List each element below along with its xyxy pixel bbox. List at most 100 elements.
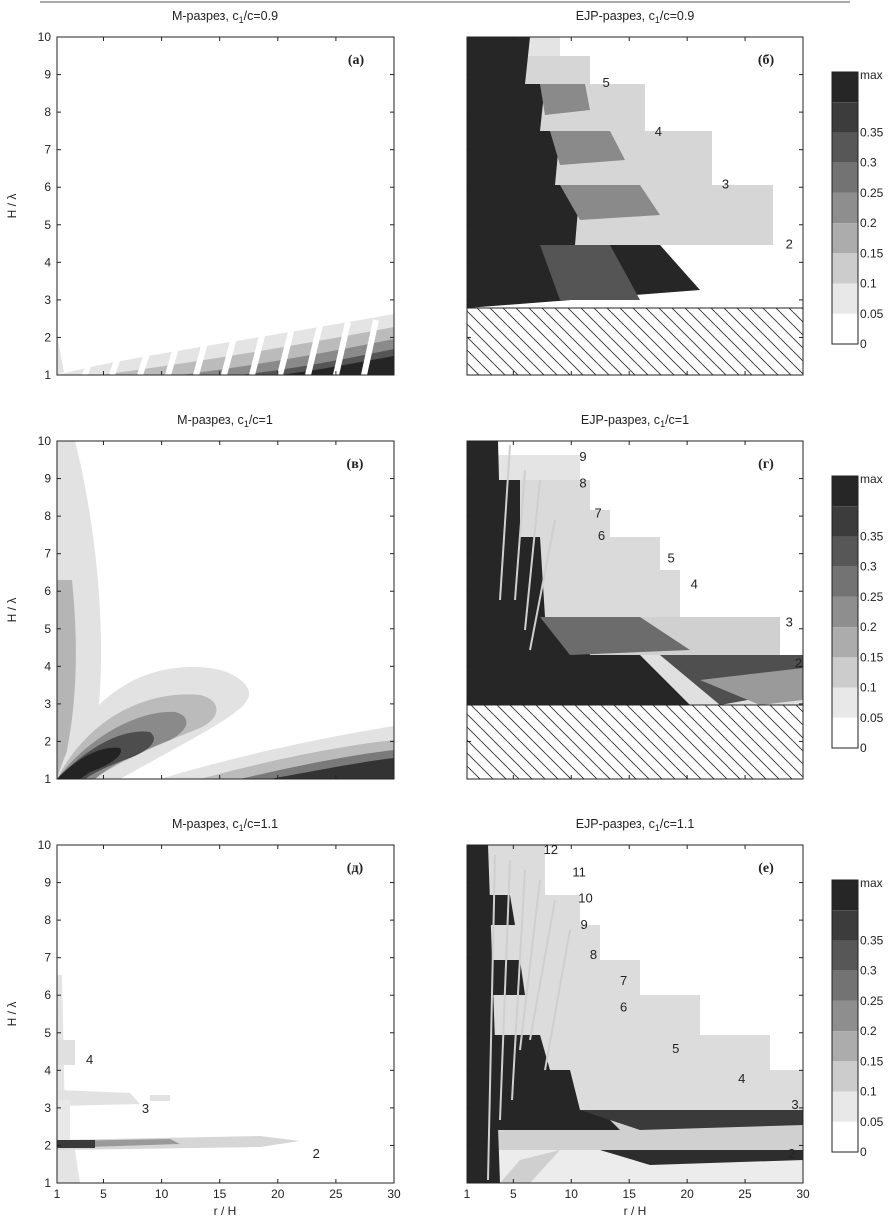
x-tick-label: 15 bbox=[623, 1187, 637, 1201]
colorbar-swatch bbox=[832, 72, 858, 103]
mode-label-4: 4 bbox=[86, 1052, 93, 1067]
mode-label-7: 7 bbox=[594, 505, 601, 520]
colorbar-label: 0 bbox=[860, 741, 867, 755]
panel-c-title: М-разрез, c1/c=1 bbox=[177, 413, 273, 429]
colorbar-2: max 0.35 0.3 0.25 0.2 0.15 0.1 0.05 0 bbox=[831, 472, 884, 755]
y-tick-label: 5 bbox=[44, 218, 51, 232]
mode-label-6: 6 bbox=[598, 528, 605, 543]
colorbar-label: max bbox=[860, 876, 883, 890]
panel-e-frame bbox=[56, 844, 395, 1184]
y-tick-label: 1 bbox=[44, 772, 51, 786]
colorbar-label: 0.3 bbox=[860, 560, 877, 574]
mode-label-11: 11 bbox=[572, 864, 586, 879]
panel-e-mode-labels: 4 3 2 bbox=[86, 1052, 320, 1161]
y-tick-label: 8 bbox=[44, 105, 51, 119]
y-tick-label: 7 bbox=[44, 547, 51, 561]
colorbar-label: max bbox=[860, 472, 883, 486]
y-tick-label: 3 bbox=[44, 1101, 51, 1115]
mode-label-8: 8 bbox=[590, 947, 597, 962]
panel-f-x-ticks: 1 5 10 15 20 25 30 bbox=[464, 845, 810, 1201]
x-tick-label: 1 bbox=[464, 1187, 471, 1201]
mode-label-3: 3 bbox=[786, 614, 793, 629]
mode-label-2: 2 bbox=[795, 656, 802, 671]
y-tick-label: 4 bbox=[44, 255, 51, 269]
colorbar-label: 0.1 bbox=[860, 681, 877, 695]
y-tick-label: 10 bbox=[38, 838, 52, 852]
panel-b: EJP-разрез, c1/c=0.9 (б) 5 4 3 2 bbox=[466, 9, 804, 376]
colorbar-label: 0.05 bbox=[860, 307, 884, 321]
colorbar-label: 0.15 bbox=[860, 246, 884, 260]
colorbar-swatch bbox=[832, 223, 858, 254]
colorbar-swatch bbox=[832, 253, 858, 284]
y-tick-label: 8 bbox=[44, 913, 51, 927]
colorbar-label: 0.15 bbox=[860, 650, 884, 664]
panel-c-y-ticks: 1 2 3 4 5 6 7 8 9 10 bbox=[38, 434, 394, 786]
mode-label-4: 4 bbox=[655, 124, 662, 139]
panel-f-label: (е) bbox=[758, 861, 774, 876]
panel-d-mode-labels: 9 87 6 5 4 3 2 bbox=[579, 449, 802, 671]
x-tick-label: 25 bbox=[738, 1187, 752, 1201]
mode-label-12: 12 bbox=[543, 842, 557, 857]
y-tick-label: 2 bbox=[44, 1138, 51, 1152]
y-tick-label: 9 bbox=[44, 472, 51, 486]
y-tick-label: 6 bbox=[44, 988, 51, 1002]
x-tick-label: 10 bbox=[155, 1187, 169, 1201]
panel-d-label: (г) bbox=[758, 457, 774, 472]
panel-e-x-ticks: 1 5 10 15 20 25 30 bbox=[54, 845, 401, 1201]
panel-d-frame bbox=[466, 440, 804, 780]
colorbar-label: 0.05 bbox=[860, 711, 884, 725]
colorbar-label: 0.2 bbox=[860, 216, 877, 230]
colorbar-swatch bbox=[832, 1121, 858, 1152]
panel-c-frame bbox=[56, 440, 395, 780]
colorbar-swatch bbox=[832, 1061, 858, 1092]
colorbar-swatch bbox=[832, 536, 858, 567]
mode-label-2: 2 bbox=[313, 1146, 320, 1161]
y-tick-label: 2 bbox=[44, 734, 51, 748]
colorbar-label: 0.25 bbox=[860, 994, 884, 1008]
mode-label-2: 2 bbox=[786, 237, 793, 252]
panel-c-label: (в) bbox=[347, 457, 364, 472]
colorbar-label: 0 bbox=[860, 1145, 867, 1159]
colorbar-1: max 0.35 0.3 0.25 0.2 0.15 0.1 0.05 0 bbox=[831, 68, 884, 351]
y-tick-label: 7 bbox=[44, 951, 51, 965]
panel-e-heatmap bbox=[57, 975, 300, 1183]
y-tick-label: 8 bbox=[44, 509, 51, 523]
y-tick-label: 1 bbox=[44, 368, 51, 382]
y-tick-label: 3 bbox=[44, 293, 51, 307]
panel-b-title: EJP-разрез, c1/c=0.9 bbox=[576, 9, 695, 25]
y-tick-label: 2 bbox=[44, 330, 51, 344]
panel-f-frame bbox=[466, 844, 804, 1184]
y-tick-label: 9 bbox=[44, 68, 51, 82]
colorbar-label: 0.25 bbox=[860, 590, 884, 604]
panel-a: М-разрез, c1/c=0.9 (а) bbox=[5, 9, 395, 382]
colorbar-label: 0.3 bbox=[860, 156, 877, 170]
x-tick-label: 30 bbox=[796, 1187, 810, 1201]
colorbar-swatch bbox=[832, 1000, 858, 1032]
colorbar-label: 0.05 bbox=[860, 1115, 884, 1129]
mode-label-8: 8 bbox=[579, 475, 586, 490]
panel-a-y-ticks: 1 2 3 4 5 6 7 8 9 10 bbox=[38, 30, 394, 382]
mode-label-10: 10 bbox=[578, 891, 592, 906]
y-tick-label: 9 bbox=[44, 876, 51, 890]
colorbar-label: 0 bbox=[860, 337, 867, 351]
panel-c: М-разрез, c1/c=1 (в) 1 2 3 4 5 6 7 8 9 10 H / λ bbox=[5, 413, 395, 786]
colorbar-swatch bbox=[832, 476, 858, 507]
y-tick-label: 4 bbox=[44, 1063, 51, 1077]
panel-e-y-ticks: 1 2 3 4 5 6 7 8 9 10 bbox=[38, 838, 394, 1190]
colorbar-swatch bbox=[832, 506, 858, 537]
panel-e-ylabel: H / λ bbox=[5, 1002, 19, 1027]
x-tick-label: 20 bbox=[680, 1187, 694, 1201]
panel-c-heatmap bbox=[57, 441, 394, 779]
panel-a-title: М-разрез, c1/c=0.9 bbox=[172, 9, 278, 25]
colorbar-label: 0.15 bbox=[860, 1054, 884, 1068]
x-tick-label: 25 bbox=[329, 1187, 343, 1201]
y-tick-label: 1 bbox=[44, 1176, 51, 1190]
colorbar-swatch bbox=[832, 596, 858, 628]
panel-a-heatmap bbox=[57, 314, 394, 375]
panel-f-xlabel: r / H bbox=[624, 1204, 647, 1218]
panel-b-x-ticks bbox=[466, 37, 804, 375]
x-tick-label: 20 bbox=[271, 1187, 285, 1201]
colorbar-label: 0.2 bbox=[860, 620, 877, 634]
panel-d-title: EJP-разрез, c1/c=1 bbox=[581, 413, 689, 429]
mode-label-5: 5 bbox=[603, 75, 610, 90]
